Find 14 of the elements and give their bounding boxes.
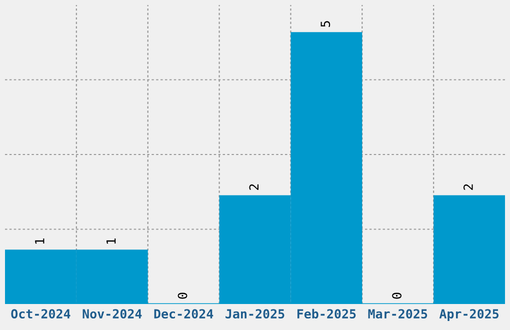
x-tick-label: Apr-2025: [439, 309, 499, 321]
data-label: 2: [249, 184, 258, 190]
data-label: 1: [106, 238, 116, 244]
x-tick-label: Dec-2024: [154, 309, 214, 319]
data-label: 2: [463, 184, 473, 190]
data-label: 0: [178, 292, 188, 299]
x-tick-label: Mar-2025: [368, 309, 428, 319]
data-label: 1: [35, 238, 44, 244]
data-label: 0: [392, 292, 402, 299]
x-tick-label: Feb-2025: [297, 308, 356, 319]
x-tick-label: Oct-2024: [11, 309, 70, 319]
x-tick-label: Jan-2025: [226, 309, 284, 319]
x-tick-label: Nov-2024: [82, 309, 142, 319]
data-label: 5: [320, 21, 330, 27]
